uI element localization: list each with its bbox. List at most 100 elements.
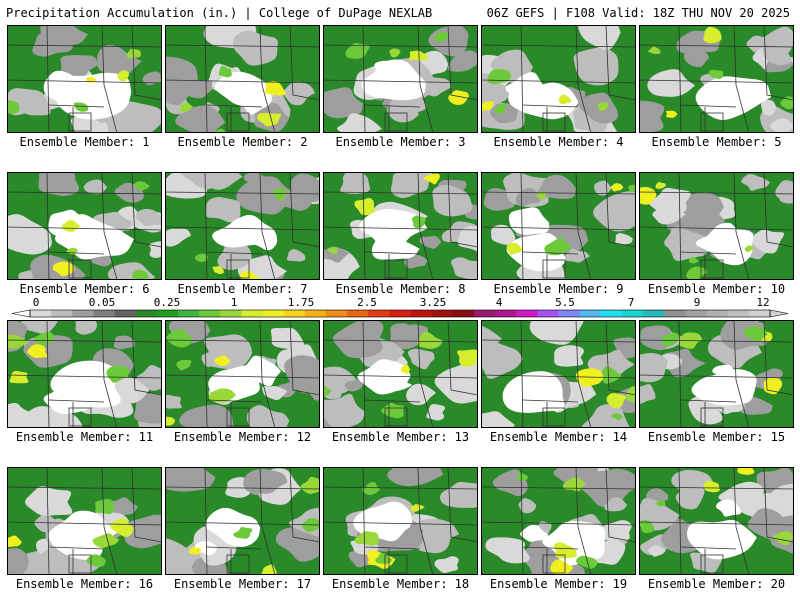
precip-map <box>7 172 162 280</box>
colorbar-tick-label: 1.75 <box>288 296 315 309</box>
colorbar-tick-label: 4 <box>496 296 503 309</box>
colorbar-tick-label: 0 <box>33 296 40 309</box>
ensemble-member-panel: Ensemble Member: 9 <box>481 172 636 317</box>
colorbar-segment <box>495 310 517 317</box>
precip-map <box>7 467 162 575</box>
colorbar-tick-label: 7 <box>628 296 635 309</box>
colorbar-segment <box>664 310 686 317</box>
colorbar-segment <box>114 310 137 317</box>
model-run-info: 06Z GEFS | F108 Valid: 18Z THU NOV 20 20… <box>486 6 790 20</box>
colorbar-segment <box>135 310 158 317</box>
colorbar-max-arrow <box>769 309 789 318</box>
precip-map <box>165 25 320 133</box>
ensemble-member-panel: Ensemble Member: 19 <box>481 467 636 612</box>
colorbar-segment <box>685 310 707 317</box>
colorbar-segment <box>748 310 771 317</box>
member-label: Ensemble Member: 20 <box>647 577 786 591</box>
map-title: Precipitation Accumulation (in.) | Colle… <box>6 6 433 20</box>
precip-map <box>165 320 320 428</box>
colorbar-segment <box>51 310 73 317</box>
member-label: Ensemble Member: 16 <box>15 577 154 591</box>
member-label: Ensemble Member: 1 <box>19 135 150 149</box>
precip-map <box>7 25 162 133</box>
colorbar-segment <box>241 310 263 317</box>
colorbar-segment <box>452 310 475 317</box>
colorbar-frame <box>29 309 771 318</box>
colorbar-segment <box>283 310 306 317</box>
precip-map <box>323 467 478 575</box>
colorbar-segment <box>178 310 200 317</box>
ensemble-member-panel: Ensemble Member: 14 <box>481 320 636 465</box>
colorbar-tick-label: 9 <box>694 296 701 309</box>
colorbar-min-arrow <box>11 309 31 318</box>
colorbar-segment <box>622 310 644 317</box>
precip-map <box>481 25 636 133</box>
precip-map <box>639 25 794 133</box>
colorbar-segment <box>304 310 327 317</box>
colorbar-segment <box>199 310 221 317</box>
colorbar-segment <box>220 310 242 317</box>
colorbar-segment <box>431 310 454 317</box>
member-label: Ensemble Member: 10 <box>647 282 786 296</box>
colorbar-segment <box>474 310 496 317</box>
precip-map <box>165 467 320 575</box>
ensemble-member-panel: Ensemble Member: 5 <box>639 25 794 170</box>
ensemble-member-panel: Ensemble Member: 16 <box>7 467 162 612</box>
precip-map <box>639 467 794 575</box>
ensemble-member-panel: Ensemble Member: 18 <box>323 467 478 612</box>
colorbar-tick-label: 0.25 <box>154 296 181 309</box>
member-label: Ensemble Member: 7 <box>177 282 308 296</box>
colorbar-segment <box>579 310 602 317</box>
colorbar-segment <box>600 310 623 317</box>
colorbar-segment <box>706 310 729 317</box>
precip-colorbar: 0 0.05 0.25 1 1.75 2.5 3.25 4 5.5 7 9 12 <box>11 296 789 318</box>
colorbar-segment <box>537 310 559 317</box>
ensemble-member-panel: Ensemble Member: 13 <box>323 320 478 465</box>
precip-map <box>323 320 478 428</box>
ensemble-member-panel: Ensemble Member: 3 <box>323 25 478 170</box>
member-label: Ensemble Member: 17 <box>173 577 312 591</box>
member-label: Ensemble Member: 14 <box>489 430 628 444</box>
ensemble-member-panel: Ensemble Member: 17 <box>165 467 320 612</box>
precip-map <box>323 25 478 133</box>
member-label: Ensemble Member: 19 <box>489 577 628 591</box>
colorbar-tick-label: 5.5 <box>555 296 575 309</box>
ensemble-member-panel: Ensemble Member: 15 <box>639 320 794 465</box>
precip-map <box>639 172 794 280</box>
ensemble-member-panel: Ensemble Member: 10 <box>639 172 794 317</box>
member-label: Ensemble Member: 15 <box>647 430 786 444</box>
colorbar-segment <box>156 310 179 317</box>
colorbar-segment <box>410 310 433 317</box>
member-label: Ensemble Member: 3 <box>335 135 466 149</box>
colorbar-segment <box>368 310 390 317</box>
colorbar-tick-label: 2.5 <box>357 296 377 309</box>
precip-map <box>165 172 320 280</box>
member-label: Ensemble Member: 8 <box>335 282 466 296</box>
colorbar-segment <box>643 310 665 317</box>
colorbar-segment <box>326 310 348 317</box>
member-label: Ensemble Member: 11 <box>15 430 154 444</box>
ensemble-member-panel: Ensemble Member: 12 <box>165 320 320 465</box>
colorbar-segment <box>389 310 411 317</box>
precip-map <box>323 172 478 280</box>
colorbar-segment <box>727 310 750 317</box>
ensemble-member-panel: Ensemble Member: 7 <box>165 172 320 317</box>
colorbar-segment <box>347 310 369 317</box>
colorbar-tick-label: 3.25 <box>420 296 447 309</box>
member-label: Ensemble Member: 6 <box>19 282 150 296</box>
colorbar-segment <box>30 310 52 317</box>
ensemble-member-panel: Ensemble Member: 4 <box>481 25 636 170</box>
precip-map <box>7 320 162 428</box>
precip-map <box>481 320 636 428</box>
precip-map <box>481 172 636 280</box>
colorbar-segment <box>262 310 285 317</box>
ensemble-member-panel: Ensemble Member: 20 <box>639 467 794 612</box>
ensemble-member-panel: Ensemble Member: 6 <box>7 172 162 317</box>
ensemble-member-panel: Ensemble Member: 2 <box>165 25 320 170</box>
member-label: Ensemble Member: 12 <box>173 430 312 444</box>
colorbar-segment <box>558 310 581 317</box>
member-label: Ensemble Member: 2 <box>177 135 308 149</box>
colorbar-tick-label: 12 <box>756 296 769 309</box>
ensemble-member-panel: Ensemble Member: 11 <box>7 320 162 465</box>
colorbar-tick-label: 1 <box>231 296 238 309</box>
